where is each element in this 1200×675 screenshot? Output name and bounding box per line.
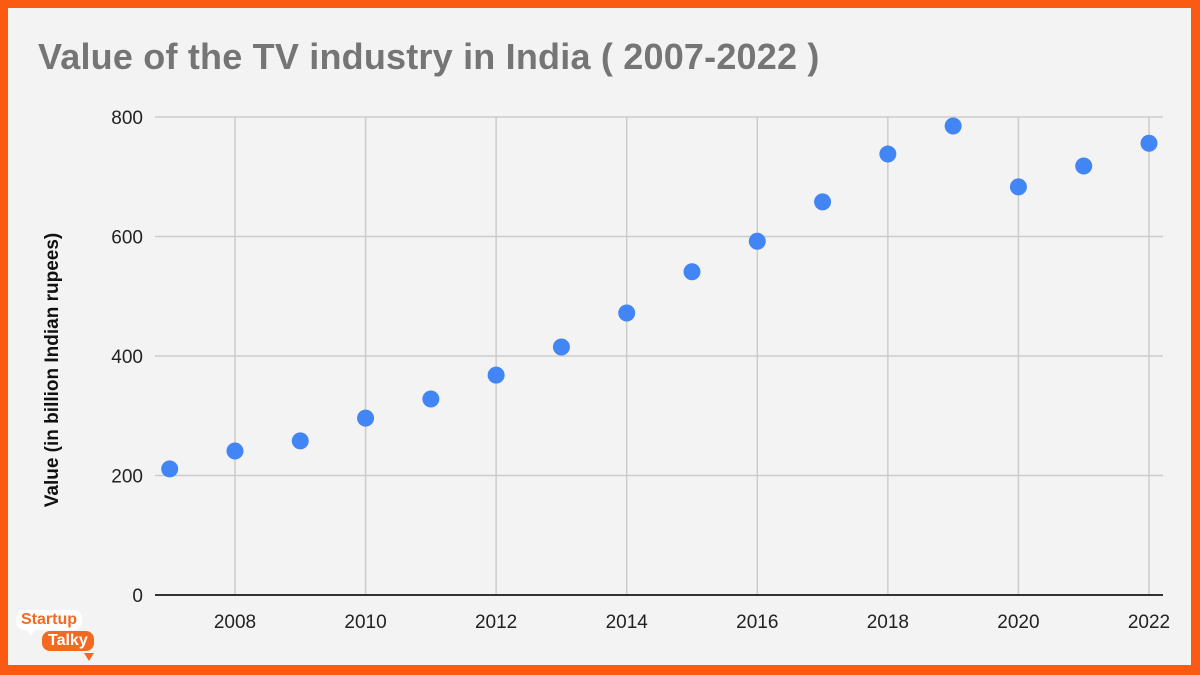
y-tick-label: 400 xyxy=(111,347,143,368)
data-point xyxy=(944,117,962,135)
data-point xyxy=(291,432,309,450)
chart-title: Value of the TV industry in India ( 2007… xyxy=(38,36,820,77)
y-tick-label: 600 xyxy=(111,228,143,249)
data-points xyxy=(161,117,1158,478)
data-point xyxy=(552,338,570,356)
logo-bubble-tail xyxy=(26,629,36,636)
x-tick-label: 2016 xyxy=(736,612,778,633)
y-tick-label: 0 xyxy=(132,586,143,607)
data-point xyxy=(1009,178,1027,196)
y-tick-labels: 0 200 400 600 800 xyxy=(111,108,143,607)
logo-text-startup: Startup xyxy=(16,610,82,630)
data-point xyxy=(422,390,440,408)
gridlines xyxy=(155,116,1163,595)
x-tick-label: 2010 xyxy=(344,612,386,633)
x-tick-label: 2012 xyxy=(475,612,517,633)
data-point xyxy=(618,304,636,322)
data-point xyxy=(814,193,832,211)
x-tick-label: 2014 xyxy=(606,612,649,633)
logo-bubble-tail xyxy=(84,653,94,661)
y-axis-label: Value (in billion Indian rupees) xyxy=(42,233,63,507)
data-point xyxy=(1075,157,1093,175)
x-tick-label: 2022 xyxy=(1128,612,1170,633)
data-point xyxy=(487,366,505,384)
x-tick-label: 2008 xyxy=(214,612,256,633)
data-point xyxy=(879,145,897,163)
x-tick-label: 2020 xyxy=(997,612,1039,633)
x-tick-label: 2018 xyxy=(867,612,909,633)
startup-talky-logo: Startup Talky xyxy=(14,608,98,664)
data-point xyxy=(161,460,179,478)
y-tick-label: 200 xyxy=(111,467,143,488)
data-point xyxy=(357,409,375,427)
data-point xyxy=(226,442,244,460)
data-point xyxy=(748,232,766,250)
y-tick-label: 800 xyxy=(111,108,143,129)
x-tick-labels: 2008 2010 2012 2014 2016 2018 2020 2022 xyxy=(214,612,1170,633)
data-point xyxy=(683,263,701,281)
data-point xyxy=(1140,134,1158,152)
logo-text-talky: Talky xyxy=(42,631,94,651)
